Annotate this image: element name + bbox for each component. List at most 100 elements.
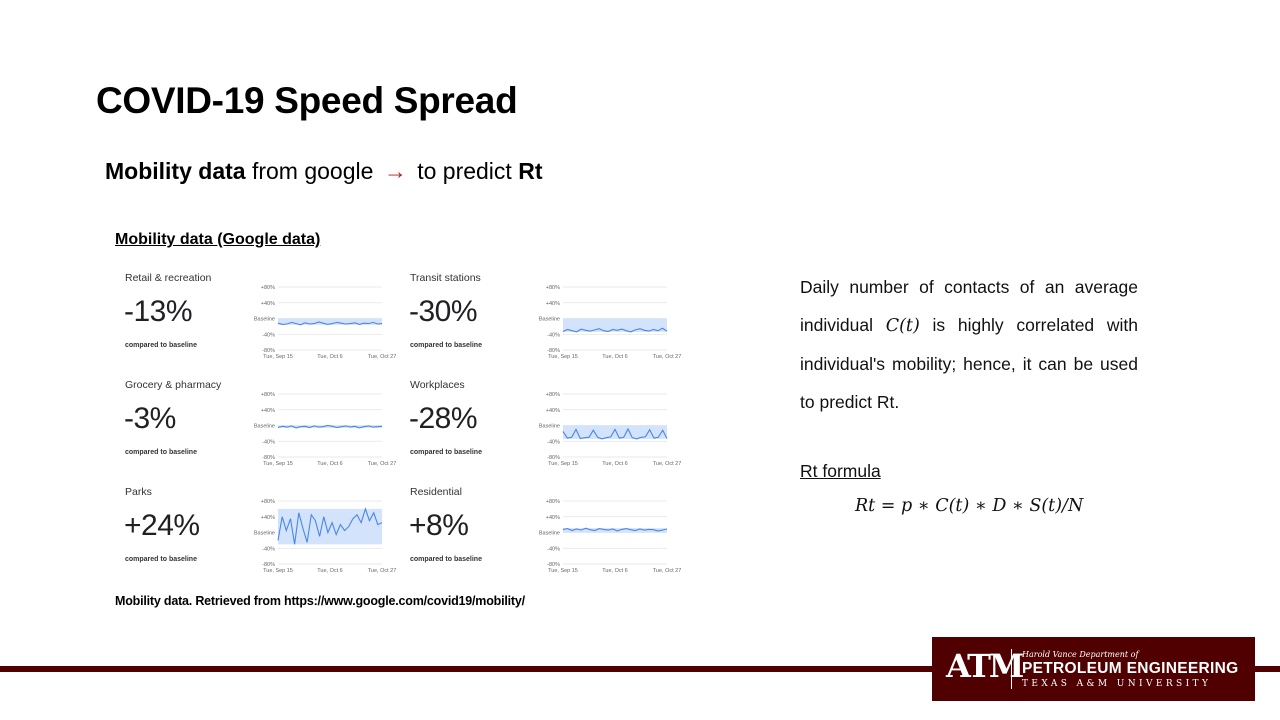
category-label: Retail & recreation: [125, 272, 212, 284]
change-value: -13%: [124, 295, 193, 328]
mobility-line-chart: +80% +40% Baseline -40% -80%Tue, Sep 15 Tue, …: [254, 392, 397, 467]
y-tick-label: +40%: [546, 408, 560, 414]
subtitle-text-1: from google: [245, 158, 380, 184]
y-tick-label: Baseline: [539, 531, 560, 537]
series-line: [562, 427, 668, 440]
y-tick-label: Baseline: [539, 424, 560, 430]
y-tick-label: Baseline: [539, 317, 560, 323]
category-label: Transit stations: [410, 272, 481, 284]
x-tick-label: Tue, Oct 6: [602, 461, 627, 467]
mobility-line-chart: +80% +40% Baseline -40% -80%Tue, Sep 15 Tue, …: [254, 285, 397, 360]
x-tick-label: Tue, Oct 27: [368, 568, 397, 574]
change-value: -28%: [409, 402, 478, 435]
subtitle-bold-1: Mobility data: [105, 158, 246, 184]
x-tick-label: Tue, Oct 27: [653, 568, 682, 574]
y-tick-label: -80%: [547, 562, 560, 568]
x-tick-label: Tue, Oct 6: [317, 461, 342, 467]
category-label: Parks: [125, 486, 152, 498]
y-tick-label: -80%: [547, 455, 560, 461]
y-tick-label: -40%: [547, 546, 560, 552]
series-line: [562, 527, 668, 532]
logo-university: TEXAS A&M UNIVERSITY: [1022, 679, 1212, 689]
y-tick-label: +80%: [546, 499, 560, 505]
y-tick-label: +40%: [546, 301, 560, 307]
series-line: [277, 424, 383, 429]
series-line: [562, 327, 668, 333]
arrow-right-icon: →: [383, 158, 407, 184]
mobility-panel: Transit stations -30% compared to baseli…: [405, 265, 685, 369]
slide-subtitle: Mobility data from google → to predict R…: [105, 158, 542, 185]
description-paragraph: Daily number of contacts of an average i…: [800, 268, 1138, 421]
logo-department: Harold Vance Department of: [1022, 650, 1139, 659]
mobility-line-chart: +80% +40% Baseline -40% -80%Tue, Sep 15 Tue, …: [539, 499, 682, 574]
mobility-panels: Retail & recreation -13% compared to bas…: [120, 265, 681, 578]
compared-label: compared to baseline: [125, 556, 197, 563]
y-tick-label: -40%: [262, 332, 275, 338]
baseline-band: [278, 318, 382, 325]
series-line: [277, 507, 383, 545]
y-tick-label: Baseline: [254, 531, 275, 537]
baseline-band: [563, 425, 667, 439]
y-tick-label: +80%: [261, 392, 275, 398]
compared-label: compared to baseline: [410, 342, 482, 349]
x-tick-label: Tue, Sep 15: [263, 461, 293, 467]
change-value: -3%: [124, 402, 176, 435]
x-tick-label: Tue, Oct 6: [317, 354, 342, 360]
x-tick-label: Tue, Sep 15: [548, 354, 578, 360]
y-tick-label: +40%: [261, 301, 275, 307]
y-tick-label: -80%: [262, 455, 275, 461]
y-tick-label: Baseline: [254, 317, 275, 323]
x-tick-label: Tue, Sep 15: [548, 568, 578, 574]
y-tick-label: -40%: [262, 546, 275, 552]
logo-divider: [1011, 649, 1012, 689]
x-tick-label: Tue, Sep 15: [263, 354, 293, 360]
change-value: +24%: [124, 509, 200, 542]
footer-bar-gap: [0, 672, 1280, 674]
y-tick-label: -80%: [547, 348, 560, 354]
baseline-band: [278, 425, 382, 428]
y-tick-label: +40%: [261, 408, 275, 414]
x-tick-label: Tue, Oct 27: [368, 354, 397, 360]
mobility-panel: Grocery & pharmacy -3% compared to basel…: [120, 372, 400, 476]
change-value: +8%: [409, 509, 469, 542]
y-tick-label: +80%: [261, 499, 275, 505]
category-label: Residential: [410, 486, 462, 498]
x-tick-label: Tue, Oct 6: [317, 568, 342, 574]
slide-title: COVID-19 Speed Spread: [96, 80, 518, 121]
y-tick-label: +80%: [546, 392, 560, 398]
mobility-line-chart: +80% +40% Baseline -40% -80%Tue, Sep 15 Tue, …: [254, 499, 397, 574]
paragraph-text-2: is highly correlated with individual's m…: [800, 315, 1139, 412]
mobility-panel: Workplaces -28% compared to baseline +80…: [405, 372, 685, 476]
y-tick-label: +80%: [546, 285, 560, 291]
x-tick-label: Tue, Oct 27: [653, 354, 682, 360]
x-tick-label: Tue, Sep 15: [548, 461, 578, 467]
subtitle-text-2: to predict: [410, 158, 519, 184]
y-tick-label: -40%: [547, 439, 560, 445]
compared-label: compared to baseline: [410, 449, 482, 456]
subtitle-bold-2: Rt: [518, 158, 543, 184]
rt-formula: Rt = p ∗ C(t) ∗ D ∗ S(t)/N: [855, 496, 1084, 516]
paragraph-text-1: Daily number of contacts of an average i…: [800, 277, 1138, 335]
mobility-panel: Retail & recreation -13% compared to bas…: [120, 265, 400, 369]
x-tick-label: Tue, Oct 6: [602, 354, 627, 360]
logo-name: PETROLEUM ENGINEERING: [1022, 660, 1239, 677]
department-logo: ATM Harold Vance Department of PETROLEUM…: [932, 637, 1255, 701]
compared-label: compared to baseline: [410, 556, 482, 563]
x-tick-label: Tue, Oct 27: [368, 461, 397, 467]
source-citation: Mobility data. Retrieved from https://ww…: [115, 594, 525, 608]
footer-bar: [0, 666, 1280, 672]
x-tick-label: Tue, Sep 15: [263, 568, 293, 574]
x-tick-label: Tue, Oct 6: [602, 568, 627, 574]
y-tick-label: +40%: [546, 515, 560, 521]
y-tick-label: +80%: [261, 285, 275, 291]
y-tick-label: Baseline: [254, 424, 275, 430]
y-tick-label: -80%: [262, 562, 275, 568]
mobility-line-chart: +80% +40% Baseline -40% -80%Tue, Sep 15 Tue, …: [539, 285, 682, 360]
mobility-line-chart: +80% +40% Baseline -40% -80%Tue, Sep 15 Tue, …: [539, 392, 682, 467]
y-tick-label: +40%: [261, 515, 275, 521]
x-tick-label: Tue, Oct 27: [653, 461, 682, 467]
rt-formula-heading: Rt formula: [800, 461, 881, 481]
section-label: Mobility data (Google data): [115, 231, 321, 248]
y-tick-label: -40%: [262, 439, 275, 445]
series-line: [277, 321, 383, 326]
